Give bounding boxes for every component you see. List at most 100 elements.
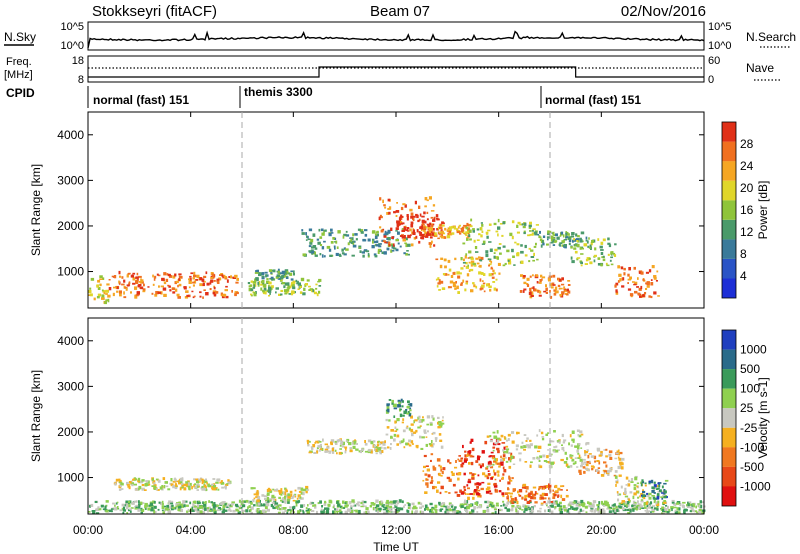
station-title: Stokkseyri (fitACF) (92, 3, 217, 20)
data-cell (448, 268, 452, 272)
data-cell (551, 504, 554, 508)
data-cell (562, 441, 566, 444)
data-cell (502, 454, 506, 458)
data-cell (395, 428, 399, 431)
data-cell (262, 282, 265, 286)
data-cell (257, 502, 261, 506)
data-cell (459, 489, 462, 493)
data-cell (386, 231, 391, 234)
data-cell (559, 511, 563, 514)
data-cell (364, 440, 366, 443)
data-cell (555, 449, 559, 453)
data-cell (614, 254, 617, 257)
data-cell (126, 274, 129, 278)
data-cell (509, 232, 513, 237)
data-cell (289, 506, 292, 509)
data-cell (411, 432, 414, 437)
data-cell (493, 469, 495, 473)
data-cell (281, 500, 284, 503)
data-cell (476, 457, 480, 461)
data-cell (470, 461, 474, 466)
data-cell (683, 508, 687, 512)
data-cell (194, 483, 197, 485)
data-cell (118, 290, 122, 294)
data-cell (467, 257, 470, 259)
colorbar-tick-label: 100 (740, 382, 760, 396)
data-cell (616, 479, 619, 482)
data-cell (597, 467, 601, 469)
data-cell (130, 507, 134, 509)
data-cell (305, 507, 308, 510)
data-cell (466, 454, 469, 457)
data-cell (172, 287, 176, 290)
data-cell (156, 489, 160, 491)
data-cell (391, 399, 394, 403)
data-cell (547, 509, 551, 512)
data-cell (447, 273, 450, 276)
data-cell (324, 507, 328, 510)
data-cell (144, 483, 148, 487)
data-cell (637, 500, 639, 504)
data-cell (483, 273, 486, 276)
data-cell (266, 508, 270, 512)
data-cell (467, 480, 472, 484)
data-cell (433, 217, 435, 221)
data-cell (502, 495, 505, 498)
data-cell (403, 252, 406, 255)
data-cell (545, 433, 548, 436)
data-cell (486, 435, 490, 438)
data-cell (545, 291, 548, 294)
data-cell (464, 506, 467, 511)
data-cell (205, 271, 208, 275)
data-cell (118, 280, 120, 284)
colorbar-swatch (722, 141, 736, 162)
data-cell (501, 442, 506, 444)
data-cell (487, 470, 490, 472)
data-cell (543, 290, 547, 293)
data-cell (149, 502, 153, 507)
data-cell (515, 444, 519, 448)
data-cell (571, 260, 575, 264)
data-cell (416, 214, 419, 219)
data-cell (505, 456, 507, 459)
data-cell (490, 273, 494, 276)
data-cell (489, 435, 492, 438)
data-cell (359, 250, 362, 253)
data-cell (96, 512, 100, 514)
data-cell (372, 440, 376, 443)
data-cell (507, 259, 510, 262)
data-cell (616, 491, 619, 494)
data-cell (377, 248, 382, 252)
data-cell (547, 449, 549, 451)
data-cell (396, 202, 398, 204)
data-cell (487, 461, 490, 465)
data-cell (257, 496, 261, 500)
data-cell (540, 244, 543, 248)
data-cell (313, 504, 317, 507)
data-cell (311, 252, 313, 255)
data-cell (653, 484, 657, 488)
data-cell (382, 228, 385, 231)
data-cell (490, 501, 492, 504)
data-cell (577, 434, 580, 437)
data-cell (338, 451, 343, 455)
data-cell (615, 289, 618, 293)
data-cell (488, 273, 492, 277)
data-cell (466, 503, 470, 507)
data-cell (375, 499, 379, 503)
data-cell (449, 280, 454, 284)
data-cell (538, 290, 542, 294)
data-cell (308, 245, 312, 248)
data-cell (127, 500, 131, 503)
data-cell (199, 510, 203, 514)
data-cell (464, 454, 467, 458)
data-cell (379, 501, 381, 505)
data-cell (497, 473, 500, 477)
data-cell (393, 211, 396, 214)
data-cell (178, 273, 182, 276)
data-cell (406, 509, 409, 512)
data-cell (432, 465, 435, 469)
data-cell (602, 509, 605, 513)
data-cell (357, 504, 361, 507)
data-cell (588, 460, 591, 463)
